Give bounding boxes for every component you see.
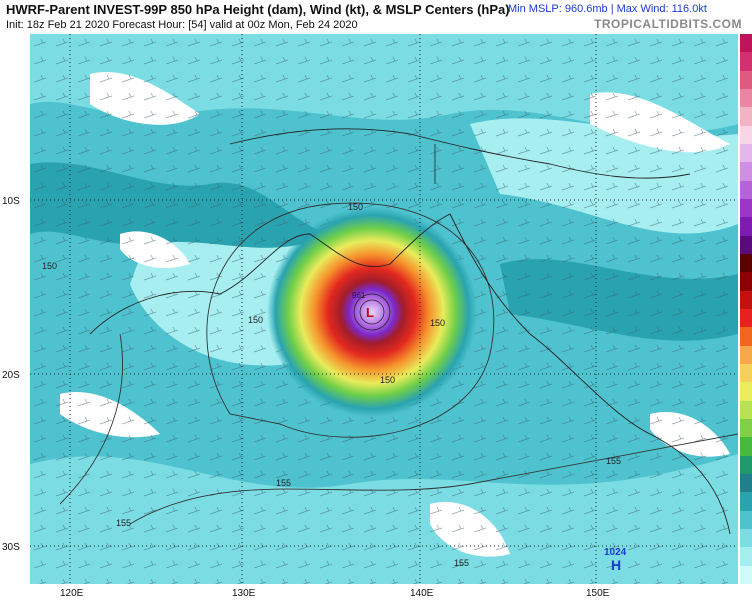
colorbar-swatch	[740, 473, 752, 493]
forecast-map: L 150 150 150 150 150 155 155 155 155 10…	[30, 34, 738, 584]
lon-label: 150E	[586, 588, 610, 599]
colorbar-swatch	[740, 363, 752, 383]
lon-label: 140E	[410, 588, 434, 599]
height-contour-150-west	[59, 333, 123, 505]
colorbar-tick-label: 46	[742, 368, 752, 379]
high-center: H	[611, 557, 621, 573]
cyclone-wind-core	[267, 207, 477, 417]
lat-label: 20S	[2, 370, 20, 381]
wind-colorbar	[740, 34, 752, 584]
colorbar-tick-label: 34	[742, 441, 752, 452]
colorbar-tick-label: 40	[742, 405, 752, 416]
colorbar-swatch	[740, 198, 752, 218]
colorbar-tick-label: 16	[742, 515, 752, 526]
colorbar-swatch	[740, 492, 752, 511]
colorbar-swatch	[740, 345, 752, 364]
colorbar-swatch	[740, 253, 752, 273]
colorbar-swatch	[740, 400, 752, 419]
colorbar-tick-label: 140	[742, 75, 752, 86]
pressure-contour-inner	[353, 293, 391, 331]
lat-label: 10S	[2, 196, 20, 207]
colorbar-tick-label: 52	[742, 331, 752, 342]
colorbar-swatch	[740, 437, 752, 456]
colorbar-swatch	[740, 235, 752, 254]
colorbar-swatch	[740, 88, 752, 108]
colorbar-swatch	[740, 52, 752, 71]
lon-label: 130E	[232, 588, 256, 599]
colorbar-swatch	[740, 528, 752, 548]
colorbar-swatch	[740, 565, 752, 584]
colorbar-tick-label: 7	[742, 551, 752, 562]
lon-label: 120E	[60, 588, 84, 599]
contour-label: 150	[42, 261, 57, 271]
map-subtitle: Init: 18z Feb 21 2020 Forecast Hour: [54…	[6, 19, 358, 31]
colorbar-ticks: 155 140 125 110 96 80 64 58 52 46 40 34 25 16 7	[724, 34, 752, 584]
colorbar-swatch	[740, 217, 752, 236]
colorbar-swatch	[740, 290, 752, 309]
colorbar-tick-label: 64	[742, 258, 752, 269]
height-contour-155	[129, 433, 738, 525]
colorbar-swatch	[740, 125, 752, 144]
high-pressure-value: 1024	[604, 547, 627, 558]
colorbar-swatch	[740, 308, 752, 328]
header: HWRF-Parent INVEST-99P 850 hPa Height (d…	[0, 0, 752, 32]
colorbar-swatch	[740, 547, 752, 566]
height-contour-150	[206, 202, 495, 438]
storm-stats: Min MSLP: 960.6mb | Max Wind: 116.0kt	[508, 3, 707, 15]
colorbar-tick-label: 80	[742, 221, 752, 232]
colorbar-tick-label: 25	[742, 478, 752, 489]
contour-label: 155	[276, 478, 291, 488]
colorbar-tick-label: 58	[742, 295, 752, 306]
colorbar-swatch	[740, 180, 752, 199]
colorbar-swatch	[740, 327, 752, 346]
colorbar-tick-label: 155	[742, 38, 752, 49]
contour-label: 155	[606, 456, 621, 466]
colorbar-swatch	[740, 143, 752, 163]
colorbar-tick-label: 125	[742, 111, 752, 122]
contour-label: 155	[454, 558, 469, 568]
map-title: HWRF-Parent INVEST-99P 850 hPa Height (d…	[6, 2, 510, 17]
australia-coastline	[89, 213, 731, 535]
new-guinea-coastline	[229, 128, 691, 179]
pressure-contour-core	[359, 299, 385, 325]
colorbar-swatch	[740, 382, 752, 401]
colorbar-swatch	[740, 34, 752, 53]
contour-label: 150	[430, 318, 445, 328]
site-brand: TROPICALTIDBITS.COM	[594, 17, 742, 31]
colorbar-tick-label: 96	[742, 185, 752, 196]
map-canvas: L 150 150 150 150 150 155 155 155 155 10…	[30, 34, 738, 584]
colorbar-swatch	[740, 272, 752, 291]
contour-label: 155	[116, 518, 131, 528]
colorbar-swatch	[740, 107, 752, 126]
lat-label: 30S	[2, 542, 20, 553]
contour-label: 150	[380, 375, 395, 385]
contour-label: 150	[248, 315, 263, 325]
contour-label: 150	[348, 202, 363, 212]
colorbar-swatch	[740, 510, 752, 529]
colorbar-swatch	[740, 162, 752, 181]
low-pressure-value: 961	[352, 291, 366, 300]
colorbar-tick-label: 110	[742, 148, 752, 159]
colorbar-swatch	[740, 418, 752, 438]
low-center: L	[366, 305, 374, 320]
colorbar-swatch	[740, 70, 752, 89]
colorbar-swatch	[740, 455, 752, 474]
